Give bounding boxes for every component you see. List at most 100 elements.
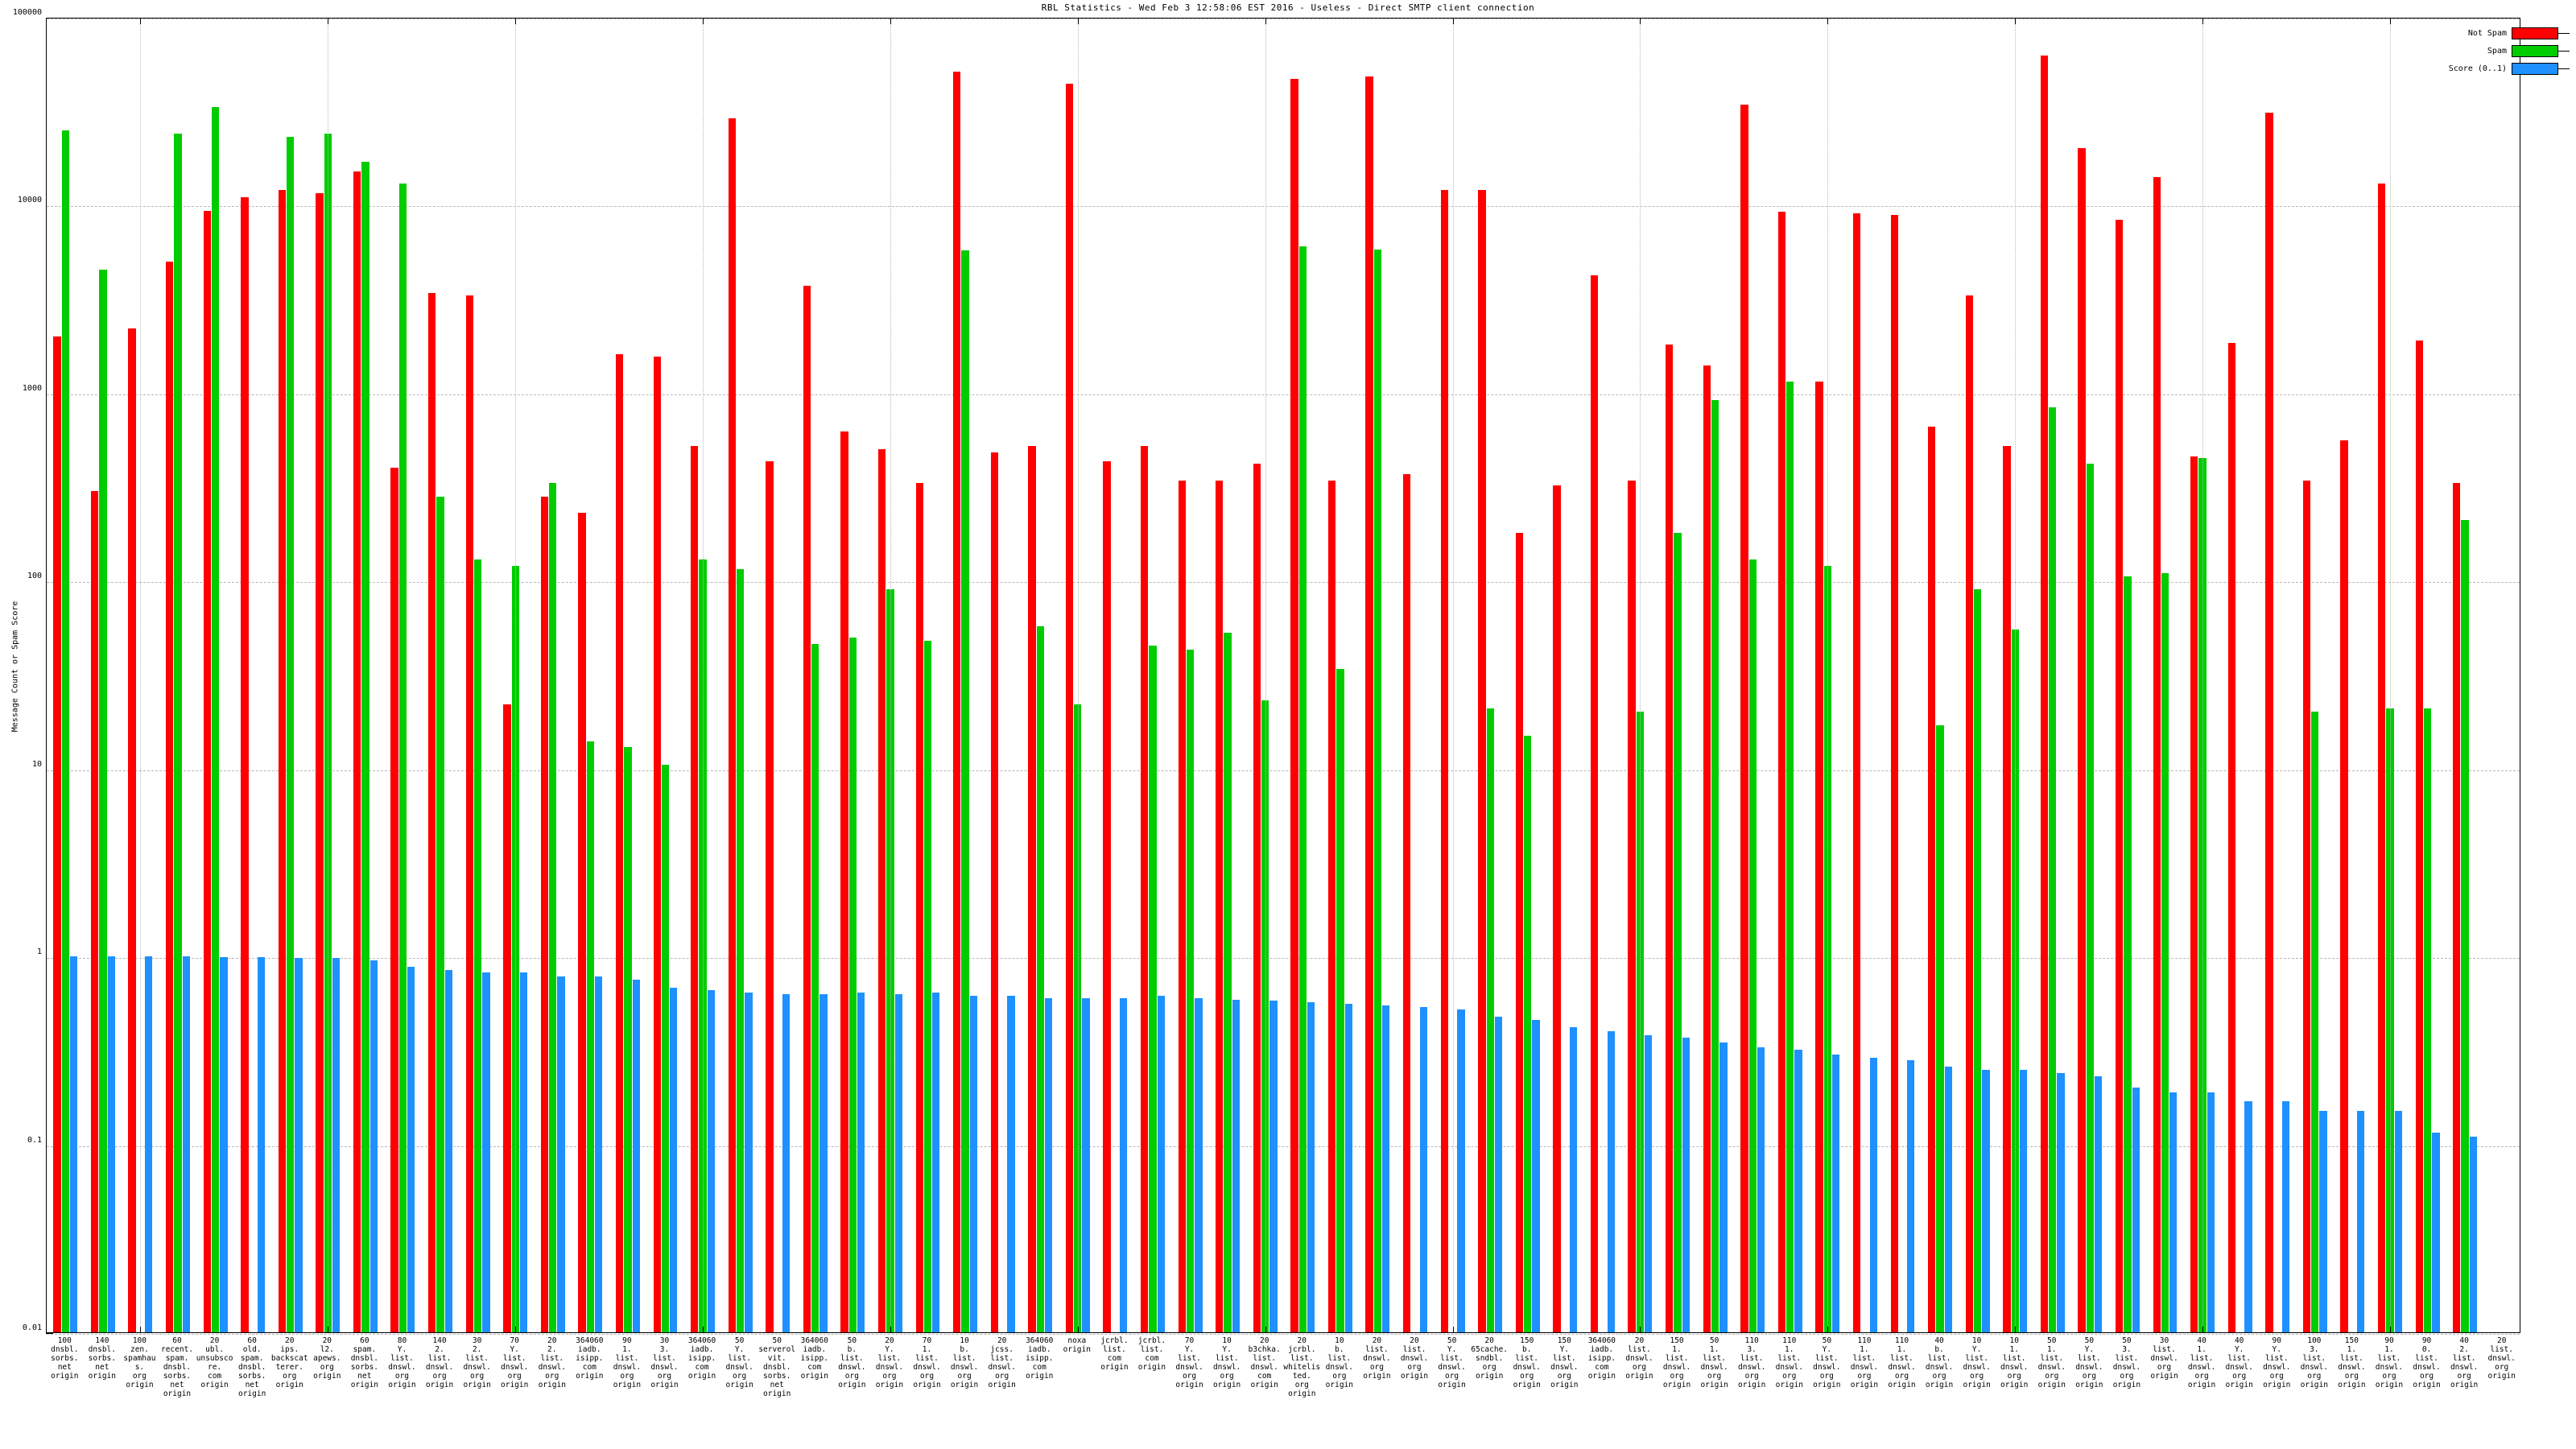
bar-spam[interactable]: [736, 569, 745, 1332]
bar-not-spam[interactable]: [578, 512, 586, 1332]
bar-not-spam[interactable]: [990, 452, 999, 1332]
bar-score[interactable]: [407, 967, 415, 1332]
bar-spam[interactable]: [1149, 646, 1157, 1332]
bar-score[interactable]: [2469, 1136, 2478, 1332]
bar-score[interactable]: [745, 993, 753, 1332]
bar-score[interactable]: [145, 956, 153, 1332]
bar-score[interactable]: [2132, 1088, 2140, 1332]
bar-score[interactable]: [595, 976, 603, 1332]
bar-score[interactable]: [894, 993, 902, 1332]
bar-score[interactable]: [1944, 1066, 1953, 1332]
bar-spam[interactable]: [661, 764, 670, 1332]
bar-spam[interactable]: [61, 130, 69, 1332]
bar-not-spam[interactable]: [2190, 456, 2198, 1332]
bar-score[interactable]: [2019, 1069, 2028, 1332]
bar-score[interactable]: [1344, 1003, 1352, 1332]
bar-not-spam[interactable]: [2340, 440, 2348, 1332]
bar-not-spam[interactable]: [2153, 177, 2161, 1332]
bar-score[interactable]: [2244, 1100, 2252, 1332]
bar-not-spam[interactable]: [1628, 481, 1636, 1332]
bar-not-spam[interactable]: [1028, 446, 1036, 1332]
bar-not-spam[interactable]: [653, 357, 661, 1332]
bar-spam[interactable]: [886, 588, 894, 1332]
bar-score[interactable]: [1382, 1005, 1390, 1332]
bar-score[interactable]: [857, 993, 865, 1332]
bar-not-spam[interactable]: [2453, 483, 2461, 1332]
bar-not-spam[interactable]: [2265, 112, 2273, 1332]
bar-score[interactable]: [2169, 1092, 2178, 1332]
bar-spam[interactable]: [624, 747, 632, 1332]
bar-score[interactable]: [1869, 1057, 1877, 1332]
bar-spam[interactable]: [1748, 559, 1757, 1332]
legend-item[interactable]: Spam: [2449, 42, 2570, 60]
bar-not-spam[interactable]: [128, 328, 136, 1332]
bar-score[interactable]: [295, 958, 303, 1332]
bar-not-spam[interactable]: [503, 704, 511, 1332]
bar-spam[interactable]: [1298, 246, 1307, 1332]
bar-score[interactable]: [969, 995, 978, 1332]
bar-not-spam[interactable]: [390, 467, 398, 1332]
bar-spam[interactable]: [1936, 724, 1944, 1332]
bar-not-spam[interactable]: [728, 118, 736, 1332]
bar-score[interactable]: [1419, 1006, 1427, 1332]
bar-spam[interactable]: [923, 640, 932, 1332]
bar-score[interactable]: [1457, 1009, 1465, 1332]
bar-not-spam[interactable]: [2115, 220, 2124, 1332]
bar-not-spam[interactable]: [1141, 446, 1149, 1332]
bar-score[interactable]: [519, 972, 528, 1332]
bar-not-spam[interactable]: [1815, 381, 1823, 1332]
bar-not-spam[interactable]: [877, 449, 886, 1332]
legend-item[interactable]: Not Spam: [2449, 24, 2570, 42]
bar-not-spam[interactable]: [953, 72, 961, 1332]
bar-score[interactable]: [1682, 1037, 1690, 1332]
bar-score[interactable]: [1532, 1019, 1540, 1332]
bar-not-spam[interactable]: [1478, 189, 1486, 1332]
bar-not-spam[interactable]: [1440, 189, 1448, 1332]
legend-item[interactable]: Score (0..1): [2449, 60, 2570, 77]
bar-not-spam[interactable]: [1290, 78, 1298, 1332]
bar-score[interactable]: [670, 988, 678, 1332]
bar-score[interactable]: [182, 956, 190, 1332]
bar-spam[interactable]: [1186, 649, 1195, 1332]
bar-spam[interactable]: [2086, 463, 2095, 1332]
bar-not-spam[interactable]: [278, 189, 287, 1332]
bar-not-spam[interactable]: [540, 496, 549, 1332]
bar-not-spam[interactable]: [1403, 473, 1411, 1332]
bar-score[interactable]: [819, 993, 828, 1332]
bar-score[interactable]: [1982, 1069, 1990, 1332]
bar-spam[interactable]: [398, 183, 407, 1332]
bar-not-spam[interactable]: [1703, 365, 1711, 1332]
bar-not-spam[interactable]: [465, 295, 473, 1332]
bar-not-spam[interactable]: [1253, 463, 1261, 1332]
bar-score[interactable]: [557, 976, 565, 1332]
bar-score[interactable]: [1832, 1055, 1840, 1332]
bar-spam[interactable]: [1486, 708, 1494, 1332]
bar-score[interactable]: [1007, 995, 1015, 1332]
bar-spam[interactable]: [2423, 708, 2432, 1332]
bar-not-spam[interactable]: [2003, 446, 2011, 1332]
bar-score[interactable]: [482, 972, 490, 1332]
bar-score[interactable]: [1757, 1046, 1765, 1332]
bar-not-spam[interactable]: [2378, 183, 2386, 1332]
bar-not-spam[interactable]: [1852, 213, 1861, 1332]
bar-spam[interactable]: [586, 741, 594, 1332]
bar-score[interactable]: [1195, 997, 1203, 1332]
bar-score[interactable]: [2057, 1072, 2065, 1332]
bar-score[interactable]: [2095, 1076, 2103, 1332]
bar-score[interactable]: [1719, 1042, 1728, 1332]
bar-score[interactable]: [2432, 1133, 2440, 1332]
bar-not-spam[interactable]: [1553, 485, 1561, 1332]
bar-not-spam[interactable]: [316, 193, 324, 1332]
bar-not-spam[interactable]: [203, 210, 211, 1332]
bar-score[interactable]: [369, 960, 378, 1332]
bar-not-spam[interactable]: [1740, 105, 1748, 1332]
bar-not-spam[interactable]: [353, 171, 361, 1332]
bar-score[interactable]: [2319, 1111, 2327, 1332]
bar-not-spam[interactable]: [1327, 481, 1336, 1332]
bar-spam[interactable]: [1973, 588, 1982, 1332]
bar-score[interactable]: [332, 958, 341, 1332]
bar-not-spam[interactable]: [691, 446, 699, 1332]
bar-spam[interactable]: [2049, 407, 2057, 1332]
bar-not-spam[interactable]: [803, 286, 811, 1332]
bar-not-spam[interactable]: [428, 292, 436, 1332]
